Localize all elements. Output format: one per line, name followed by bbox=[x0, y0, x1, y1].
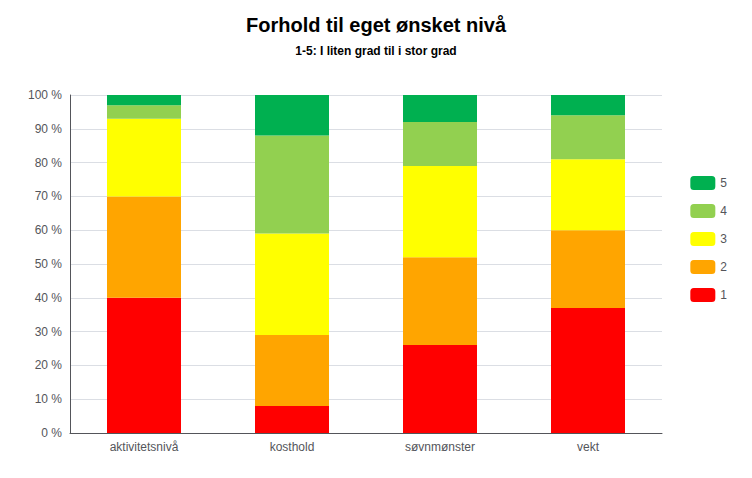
svg-text:1-5: I liten grad til i stor g: 1-5: I liten grad til i stor grad bbox=[295, 44, 456, 58]
svg-text:90 %: 90 % bbox=[35, 122, 63, 136]
svg-text:100 %: 100 % bbox=[28, 88, 62, 102]
svg-text:20 %: 20 % bbox=[35, 358, 63, 372]
svg-text:5: 5 bbox=[720, 176, 727, 190]
svg-text:70 %: 70 % bbox=[35, 189, 63, 203]
svg-text:Forhold til eget ønsket nivå: Forhold til eget ønsket nivå bbox=[246, 14, 507, 36]
svg-text:2: 2 bbox=[720, 260, 727, 274]
svg-text:40 %: 40 % bbox=[35, 291, 63, 305]
svg-text:vekt: vekt bbox=[577, 440, 600, 454]
svg-text:80 %: 80 % bbox=[35, 156, 63, 170]
svg-text:1: 1 bbox=[720, 288, 727, 302]
svg-text:30 %: 30 % bbox=[35, 325, 63, 339]
svg-text:60 %: 60 % bbox=[35, 223, 63, 237]
svg-text:kosthold: kosthold bbox=[270, 440, 315, 454]
svg-text:50 %: 50 % bbox=[35, 257, 63, 271]
svg-text:3: 3 bbox=[720, 232, 727, 246]
svg-text:0 %: 0 % bbox=[41, 426, 62, 440]
svg-text:søvnmønster: søvnmønster bbox=[405, 440, 475, 454]
svg-text:4: 4 bbox=[720, 204, 727, 218]
svg-text:10 %: 10 % bbox=[35, 392, 63, 406]
svg-text:aktivitetsnivå: aktivitetsnivå bbox=[110, 440, 179, 454]
